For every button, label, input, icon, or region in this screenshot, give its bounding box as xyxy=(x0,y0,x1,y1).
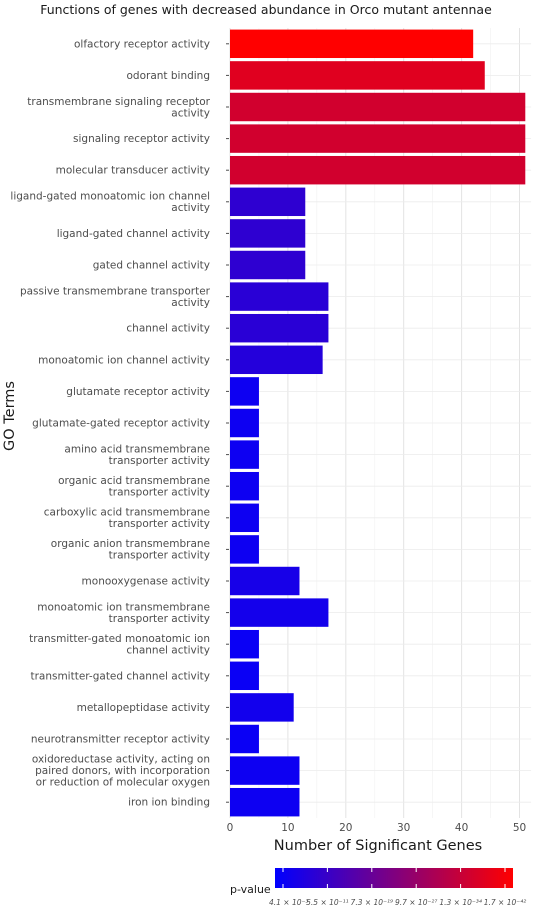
y-tick-label: activity xyxy=(171,297,210,309)
bar xyxy=(230,693,294,722)
y-tick-label: transporter activity xyxy=(109,518,210,530)
y-tick-label: olfactory receptor activity xyxy=(74,38,210,50)
bar xyxy=(230,503,259,533)
y-tick-label: passive transmembrane transporter xyxy=(20,285,211,297)
y-tick-label: amino acid transmembrane xyxy=(64,443,210,455)
y-axis-title: GO Terms xyxy=(2,381,18,451)
y-tick-label: organic anion transmembrane xyxy=(51,538,210,550)
bar xyxy=(230,566,300,596)
p-value-legend: p-value 4.1 × 10⁻³5.5 × 10⁻¹¹ 7.3 × 10⁻¹⁹… xyxy=(230,868,526,907)
bar xyxy=(230,440,259,469)
y-tick-label: transmitter-gated monoatomic ion xyxy=(29,633,210,645)
x-axis-title: Number of Significant Genes xyxy=(274,838,482,854)
y-tick-label: carboxylic acid transmembrane xyxy=(44,507,210,519)
y-tick-label: ligand-gated monoatomic ion channel xyxy=(10,191,210,203)
bar xyxy=(230,756,300,785)
x-tick-label: 50 xyxy=(513,822,526,834)
y-tick-label: transporter activity xyxy=(109,550,210,562)
y-tick-label: ligand-gated channel activity xyxy=(57,228,210,240)
legend-tick-label: 7.3 × 10⁻¹⁹ xyxy=(351,898,394,907)
bar xyxy=(230,724,259,754)
y-tick-label: activity xyxy=(171,107,210,119)
bars xyxy=(230,29,526,817)
legend-colorbar xyxy=(275,868,513,888)
y-tick-label: transporter activity xyxy=(109,486,210,498)
bar xyxy=(230,535,259,564)
legend-tick-label: 9.7 × 10⁻²⁷ xyxy=(395,898,438,907)
x-tick-label: 0 xyxy=(227,822,234,834)
x-tick-label: 20 xyxy=(339,822,352,834)
bar xyxy=(230,787,300,817)
y-tick-label: neurotransmitter receptor activity xyxy=(31,734,210,746)
y-tick-label: iron ion binding xyxy=(128,797,210,809)
y-tick-label: molecular transducer activity xyxy=(56,165,210,177)
y-tick-labels: olfactory receptor activity odorant bindi… xyxy=(10,38,229,809)
x-tick-label: 40 xyxy=(455,822,468,834)
bar xyxy=(230,661,259,691)
bar xyxy=(230,250,306,280)
bar xyxy=(230,598,329,627)
y-tick-label: transporter activity xyxy=(109,613,210,625)
y-tick-label: channel activity xyxy=(126,323,210,335)
bar xyxy=(230,92,526,122)
y-tick-label: transmitter-gated channel activity xyxy=(30,670,210,682)
legend-title: p-value xyxy=(230,883,271,896)
bar xyxy=(230,408,259,438)
bar xyxy=(230,345,323,375)
legend-tick-label: 1.3 × 10⁻³⁴ xyxy=(439,898,482,907)
bar xyxy=(230,377,259,406)
y-tick-label: monoatomic ion channel activity xyxy=(38,354,210,366)
bar xyxy=(230,313,329,343)
y-tick-label: transmembrane signaling receptor xyxy=(27,96,210,108)
y-tick-label: oxidoreductase activity, acting on xyxy=(32,754,210,766)
bar xyxy=(230,124,526,153)
bar xyxy=(230,29,474,59)
y-tick-label: metallopeptidase activity xyxy=(77,702,210,714)
y-tick-label: paired donors, with incorporation xyxy=(35,765,210,777)
y-tick-label: or reduction of molecular oxygen xyxy=(36,777,210,789)
bar xyxy=(230,629,259,659)
y-tick-label: gated channel activity xyxy=(93,260,210,272)
legend-tick-label: 5.5 × 10⁻¹¹ xyxy=(306,898,349,907)
y-tick-label: glutamate receptor activity xyxy=(66,386,210,398)
chart-title: Functions of genes with decreased abunda… xyxy=(40,2,492,17)
bar xyxy=(230,187,306,217)
bar xyxy=(230,219,306,248)
x-tick-label: 10 xyxy=(281,822,294,834)
y-tick-label: monooxygenase activity xyxy=(82,576,210,588)
bar xyxy=(230,155,526,185)
x-tick-labels: 0 10 20 30 40 50 xyxy=(227,822,527,834)
bar xyxy=(230,471,259,501)
y-tick-label: signaling receptor activity xyxy=(73,133,210,145)
y-tick-label: organic acid transmembrane xyxy=(58,475,210,487)
y-tick-label: channel activity xyxy=(126,644,210,656)
y-tick-label: transporter activity xyxy=(109,455,210,467)
bar xyxy=(230,282,329,311)
legend-tick-label: 4.1 × 10⁻³ xyxy=(269,898,309,907)
legend-tick-label: 1.7 × 10⁻⁴² xyxy=(484,898,527,907)
x-tick-label: 30 xyxy=(397,822,410,834)
bar xyxy=(230,61,485,90)
y-tick-label: activity xyxy=(171,202,210,214)
y-tick-label: monoatomic ion transmembrane xyxy=(37,601,210,613)
y-tick-label: glutamate-gated receptor activity xyxy=(32,418,210,430)
y-tick-label: odorant binding xyxy=(126,70,210,82)
